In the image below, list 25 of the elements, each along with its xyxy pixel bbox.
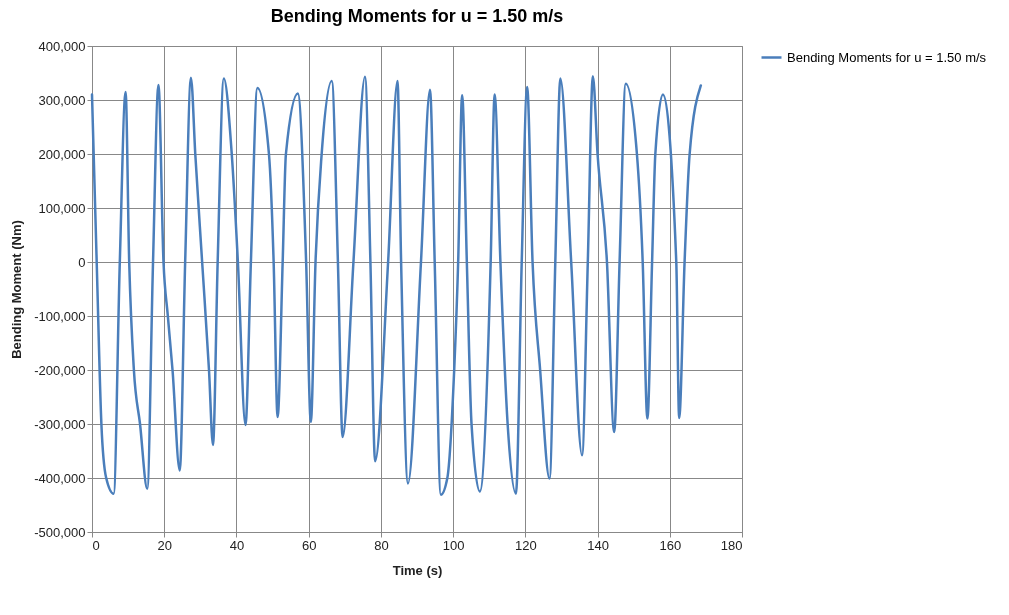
y-tick-label: -100,000 — [34, 308, 86, 324]
y-tick-label: 200,000 — [38, 146, 86, 162]
chart-title: Bending Moments for u = 1.50 m/s — [270, 6, 564, 26]
x-tick-label: 160 — [659, 537, 682, 553]
y-tick-label: -400,000 — [34, 470, 86, 486]
x-tick-label: 80 — [374, 537, 389, 553]
y-tick-label: 300,000 — [38, 92, 86, 108]
x-tick-label: 180 — [720, 537, 743, 553]
line-series — [90, 74, 703, 496]
y-tick-label: -300,000 — [34, 416, 86, 432]
x-tick-label: 120 — [514, 537, 537, 553]
legend-label: Bending Moments for u = 1.50 m/s — [787, 49, 987, 65]
x-tick-label: 40 — [229, 537, 245, 553]
y-axis-title: Bending Moment (Nm) — [9, 220, 25, 359]
x-tick-label: 100 — [442, 537, 465, 553]
x-tick-label: 20 — [157, 537, 172, 553]
y-tick-label: 100,000 — [38, 200, 86, 216]
x-tick-label: 60 — [301, 537, 317, 553]
y-tick-label: 400,000 — [38, 38, 86, 54]
y-tick-label: 0 — [78, 254, 86, 270]
x-axis-title: Time (s) — [392, 562, 443, 578]
y-tick-label: -200,000 — [34, 362, 86, 378]
y-tick-label: -500,000 — [34, 524, 86, 540]
x-tick-label: 140 — [587, 537, 609, 553]
x-tick-label: 0 — [92, 537, 100, 553]
